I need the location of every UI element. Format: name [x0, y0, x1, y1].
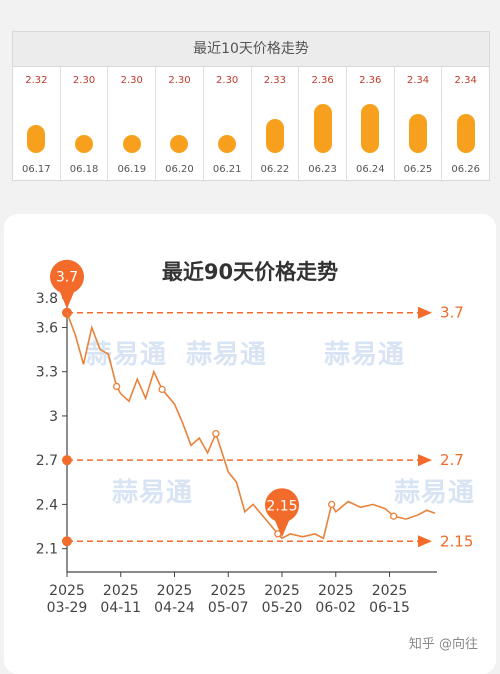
day-price-bar: [313, 104, 332, 153]
day-column: 2.34 06.25: [395, 67, 443, 182]
day-price-bar: [122, 134, 141, 153]
reference-arrow: [418, 454, 432, 467]
x-tick-label: 2025: [264, 583, 300, 599]
reference-dot: [62, 536, 72, 547]
day-price: 2.34: [454, 75, 477, 86]
day-price-bar: [170, 134, 189, 153]
watermark: 蒜易通: [186, 340, 268, 370]
series-point: [158, 385, 166, 394]
callout-label: 2.15: [266, 498, 297, 514]
day-price-bar: [75, 134, 94, 153]
ten-day-columns: 2.32 06.17 2.30 06.18 2.30 06.19 2.30 06.20 2.30…: [13, 67, 489, 182]
price-line-chart: 2.12.42.733.33.63.8202503-29202504-11202…: [36, 259, 473, 616]
source-credit: 知乎 @向往: [408, 637, 478, 652]
x-tick-label: 04-11: [100, 600, 141, 616]
y-tick-label: 3: [49, 409, 58, 425]
y-tick-label: 2.7: [36, 453, 58, 469]
x-tick-label: 06-15: [369, 600, 410, 616]
day-date: 06.19: [117, 164, 147, 175]
series-point: [112, 382, 121, 391]
reference-arrow: [418, 535, 432, 548]
watermark: 蒜易通: [86, 340, 168, 370]
day-date: 06.21: [212, 164, 242, 175]
x-tick-label: 2025: [103, 583, 139, 599]
ten-day-title: 最近10天价格走势: [13, 32, 489, 67]
day-column: 2.30 06.21: [204, 67, 252, 182]
reference-label: 3.7: [440, 304, 464, 322]
day-price: 2.36: [311, 75, 334, 86]
series-point: [390, 512, 398, 520]
day-date: 06.17: [22, 164, 51, 175]
series-point: [212, 429, 220, 438]
day-date: 06.22: [260, 164, 290, 175]
x-tick-label: 04-24: [154, 600, 195, 616]
callout-pointer: [274, 518, 291, 538]
reference-label: 2.15: [440, 532, 473, 550]
y-tick-label: 2.1: [36, 542, 58, 558]
day-price: 2.36: [359, 75, 382, 86]
y-tick-label: 2.4: [36, 497, 58, 513]
x-tick-label: 2025: [157, 583, 193, 599]
watermark: 蒜易通: [324, 340, 406, 370]
day-column: 2.30 06.18: [61, 67, 109, 182]
day-price: 2.30: [72, 75, 96, 86]
day-price-bar: [265, 119, 284, 153]
day-column: 2.30 06.19: [108, 67, 157, 182]
day-price: 2.34: [406, 75, 430, 86]
day-column: 2.33 06.22: [252, 67, 300, 182]
x-tick-label: 05-20: [262, 600, 303, 616]
day-date: 06.24: [355, 164, 385, 175]
series-point: [327, 500, 336, 509]
day-date: 06.25: [403, 164, 433, 175]
x-tick-label: 2025: [49, 583, 85, 599]
price-series-line: [66, 312, 436, 540]
day-date: 06.18: [69, 164, 99, 175]
day-price: 2.30: [216, 75, 239, 86]
ninety-day-chart-card: 蒜易通 蒜易通 蒜易通 蒜易通 蒜易通 2.1 2.4 2.7 3 3.3 3.6 3.8 2…: [4, 214, 496, 674]
reference-dot: [62, 455, 72, 466]
y-tick-label: 3.6: [36, 320, 58, 336]
callout-pointer: [59, 289, 75, 309]
day-price-bar: [218, 134, 237, 153]
day-price-bar: [456, 114, 475, 153]
x-tick-label: 03-29: [47, 600, 88, 616]
day-column: 2.36 06.24: [347, 67, 395, 182]
day-price: 2.30: [120, 75, 143, 86]
reference-arrow: [418, 306, 432, 319]
day-price-bar: [361, 104, 380, 153]
x-tick-label: 2025: [210, 583, 246, 599]
day-price: 2.33: [263, 75, 286, 86]
callout-label: 3.7: [56, 270, 78, 286]
x-tick-label: 2025: [318, 583, 354, 599]
ten-day-price-panel: 最近10天价格走势 2.32 06.17 2.30 06.18 2.30 06.19 2.3…: [12, 31, 490, 182]
watermark: 蒜易通: [394, 478, 476, 508]
day-column: 2.30 06.20: [156, 67, 204, 182]
day-price: 2.30: [168, 75, 191, 86]
x-tick-label: 06-02: [315, 600, 356, 616]
x-tick-label: 2025: [372, 583, 408, 599]
watermark: 蒜易通: [112, 478, 194, 508]
day-price-bar: [27, 124, 46, 153]
day-price: 2.32: [25, 75, 48, 86]
day-date: 06.20: [165, 164, 194, 175]
day-column: 2.32 06.17: [13, 67, 61, 182]
chart-title: 最近90天价格走势: [161, 260, 339, 284]
callout-bubble: [265, 488, 300, 523]
day-date: 06.23: [308, 164, 337, 175]
day-price-bar: [408, 114, 427, 153]
y-tick-label: 3.8: [36, 291, 58, 307]
callout-bubble: [50, 259, 84, 294]
day-column: 2.34 06.26: [442, 67, 489, 182]
day-date: 06.26: [451, 164, 480, 175]
reference-label: 2.7: [440, 451, 464, 469]
y-tick-label: 3.3: [36, 365, 58, 381]
x-tick-label: 05-07: [208, 600, 249, 616]
day-column: 2.36 06.23: [299, 67, 347, 182]
